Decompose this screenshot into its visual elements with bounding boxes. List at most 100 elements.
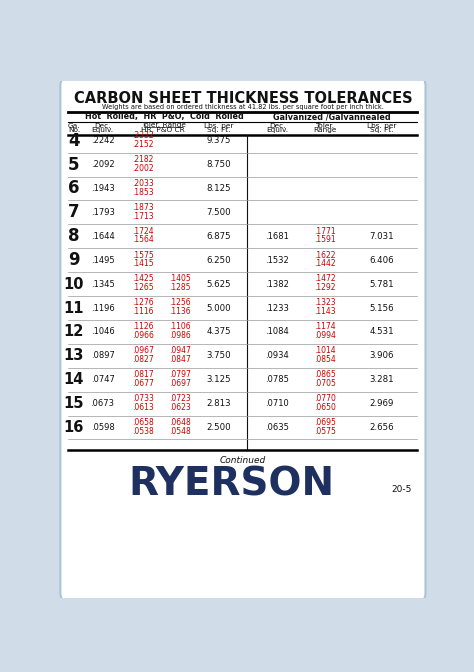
Text: .0635: .0635 (265, 423, 289, 432)
Text: .0623: .0623 (169, 403, 191, 412)
Text: 5.000: 5.000 (207, 304, 231, 312)
Text: 2.813: 2.813 (207, 399, 231, 408)
Text: .0827: .0827 (132, 355, 154, 364)
Text: .0854: .0854 (314, 355, 336, 364)
Text: .1323: .1323 (314, 298, 336, 307)
Text: Equiv.: Equiv. (266, 127, 288, 133)
Text: .1046: .1046 (91, 327, 115, 337)
Text: 3.750: 3.750 (207, 351, 231, 360)
Text: Ga.: Ga. (68, 123, 80, 128)
Text: .1405: .1405 (169, 274, 191, 284)
Text: .0865: .0865 (314, 370, 336, 379)
Text: .1793: .1793 (91, 208, 115, 217)
Text: .1622: .1622 (314, 251, 336, 259)
Text: 2.500: 2.500 (207, 423, 231, 432)
Text: .0723: .0723 (169, 394, 191, 403)
Text: .1771: .1771 (314, 226, 336, 236)
Text: .1591: .1591 (314, 235, 336, 245)
Text: 7: 7 (68, 204, 80, 221)
Text: 10: 10 (64, 277, 84, 292)
Text: Galvanized /Galvannealed: Galvanized /Galvannealed (273, 112, 391, 122)
Text: .0695: .0695 (314, 418, 336, 427)
Text: 6.406: 6.406 (369, 255, 394, 265)
Text: .0967: .0967 (132, 346, 154, 355)
Text: 14: 14 (64, 372, 84, 387)
Text: .0648: .0648 (169, 418, 191, 427)
Text: 5.156: 5.156 (369, 304, 394, 312)
Text: Equiv.: Equiv. (91, 127, 114, 133)
Text: .0966: .0966 (132, 331, 154, 340)
FancyBboxPatch shape (60, 78, 426, 601)
Text: .1873: .1873 (132, 203, 154, 212)
Text: .0613: .0613 (132, 403, 154, 412)
Text: 6.875: 6.875 (207, 232, 231, 241)
Text: Dec.: Dec. (269, 123, 285, 128)
Text: 5.781: 5.781 (369, 280, 394, 288)
Text: 6: 6 (68, 179, 80, 198)
Text: 20-5: 20-5 (392, 485, 412, 495)
Text: .0934: .0934 (265, 351, 289, 360)
Text: .1143: .1143 (314, 307, 336, 316)
Text: .0650: .0650 (314, 403, 336, 412)
Text: 13: 13 (64, 348, 84, 364)
Text: .2152: .2152 (132, 140, 154, 149)
Text: Dec.: Dec. (94, 123, 111, 128)
Text: .1853: .1853 (132, 187, 154, 197)
Text: 16: 16 (64, 420, 84, 435)
Text: .0897: .0897 (91, 351, 115, 360)
Text: 4: 4 (68, 132, 80, 150)
Text: RYERSON: RYERSON (129, 466, 335, 504)
Text: .0710: .0710 (265, 399, 289, 408)
Text: .1136: .1136 (169, 307, 191, 316)
Text: 3.906: 3.906 (370, 351, 394, 360)
Text: 15: 15 (64, 396, 84, 411)
Text: .1265: .1265 (132, 283, 154, 292)
Text: 8.750: 8.750 (207, 160, 231, 169)
Text: .1681: .1681 (265, 232, 289, 241)
Text: .1713: .1713 (132, 212, 154, 220)
Text: .0697: .0697 (169, 379, 191, 388)
Text: .2033: .2033 (132, 179, 154, 187)
Text: .1292: .1292 (314, 283, 336, 292)
Text: .0598: .0598 (91, 423, 115, 432)
Text: 5.625: 5.625 (207, 280, 231, 288)
Text: .1415: .1415 (132, 259, 154, 268)
Text: Hot  Rolled,  HR  P&O,  Cold  Rolled: Hot Rolled, HR P&O, Cold Rolled (85, 112, 244, 122)
Text: .0677: .0677 (132, 379, 154, 388)
Text: 12: 12 (64, 325, 84, 339)
Text: .0797: .0797 (169, 370, 191, 379)
Text: 7.031: 7.031 (369, 232, 394, 241)
Text: .2182: .2182 (132, 155, 154, 164)
Text: .1575: .1575 (132, 251, 154, 259)
Text: .0785: .0785 (265, 375, 289, 384)
Text: .0947: .0947 (169, 346, 191, 355)
Text: 3.281: 3.281 (369, 375, 394, 384)
Text: .1724: .1724 (132, 226, 154, 236)
Text: .0673: .0673 (91, 399, 115, 408)
Text: Range: Range (313, 127, 337, 133)
Text: .1442: .1442 (314, 259, 336, 268)
Text: .1233: .1233 (265, 304, 289, 312)
Text: .0770: .0770 (314, 394, 336, 403)
Text: 4.531: 4.531 (369, 327, 394, 337)
Text: 8.125: 8.125 (207, 184, 231, 193)
Text: .0747: .0747 (91, 375, 115, 384)
Text: .0548: .0548 (169, 427, 191, 435)
Text: .1276: .1276 (132, 298, 154, 307)
Text: .1564: .1564 (132, 235, 154, 245)
Text: .1256: .1256 (169, 298, 191, 307)
Text: .1425: .1425 (132, 274, 154, 284)
Text: 8: 8 (68, 227, 80, 245)
Text: 7.500: 7.500 (207, 208, 231, 217)
Text: 3.125: 3.125 (207, 375, 231, 384)
Text: .1943: .1943 (91, 184, 115, 193)
Text: No.: No. (68, 127, 80, 133)
Text: .0994: .0994 (314, 331, 336, 340)
Text: HR, P&O CR: HR, P&O CR (141, 127, 185, 133)
Text: Toler. Range: Toler. Range (141, 122, 186, 128)
Text: .2092: .2092 (91, 160, 114, 169)
Text: 9: 9 (68, 251, 80, 269)
Text: Sq. Ft.: Sq. Ft. (207, 127, 231, 133)
Text: Toler.: Toler. (315, 123, 334, 128)
Text: Lbs. per: Lbs. per (367, 123, 396, 128)
